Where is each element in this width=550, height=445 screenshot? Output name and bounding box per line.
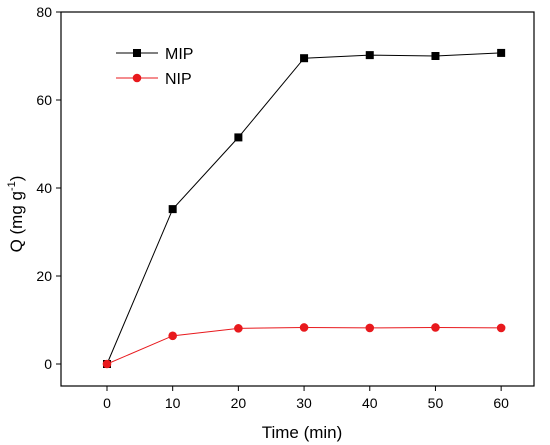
- x-axis-title: Time (min): [262, 423, 343, 442]
- nip-data-point: [496, 323, 506, 333]
- nip-legend-label: NIP: [165, 71, 192, 88]
- x-tick-label: 0: [103, 395, 111, 411]
- mip-data-point: [431, 52, 440, 60]
- nip-data-point: [299, 323, 309, 332]
- mip-series-line: [106, 52, 502, 365]
- nip-data-point: [102, 359, 112, 369]
- y-axis-title-superscript: -1: [6, 181, 18, 191]
- x-tick-label: 10: [165, 395, 181, 411]
- y-tick-label: 20: [36, 268, 52, 284]
- mip-legend-marker: [133, 49, 141, 57]
- nip-data-point: [168, 331, 177, 341]
- nip-series-line: [106, 326, 502, 365]
- y-tick-label: 60: [36, 92, 52, 108]
- y-tick-label: 80: [36, 4, 52, 20]
- series-markers: [102, 48, 506, 369]
- nip-data-point: [234, 324, 243, 333]
- nip-data-point: [365, 323, 375, 333]
- y-tick-label: 0: [44, 356, 52, 372]
- mip-data-point: [365, 51, 374, 60]
- series-lines: [106, 52, 502, 365]
- nip-data-point: [431, 323, 440, 332]
- y-axis-title-close: ): [7, 176, 26, 182]
- axis-ticks: 0 10 20 30 40 50 60 0 20 40 60 80: [36, 4, 509, 411]
- x-tick-label: 60: [493, 395, 509, 411]
- mip-data-point: [234, 133, 243, 142]
- nip-legend-marker: [132, 73, 142, 83]
- mip-data-point: [300, 54, 309, 63]
- x-tick-label: 40: [362, 395, 378, 411]
- plot-frame: [60, 11, 535, 387]
- mip-legend-label: MIP: [165, 46, 193, 63]
- y-tick-label: 40: [36, 180, 52, 196]
- x-tick-label: 20: [231, 395, 247, 411]
- mip-data-point: [168, 205, 177, 214]
- y-axis-title: Q (mg g-1): [6, 176, 26, 253]
- x-tick-label: 50: [428, 395, 444, 411]
- x-tick-label: 30: [296, 395, 312, 411]
- mip-data-point: [497, 48, 506, 57]
- legend: MIP NIP: [116, 46, 193, 88]
- y-axis-title-main: Q (mg g: [7, 191, 26, 252]
